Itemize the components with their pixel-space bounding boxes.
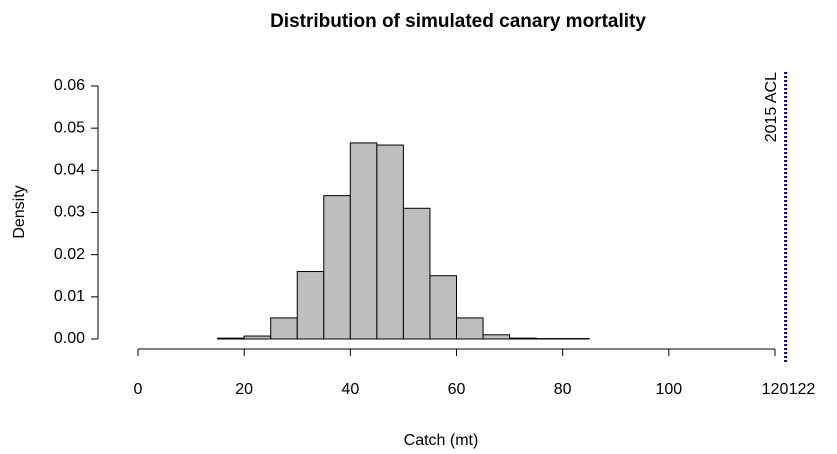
reference-label: 2015 ACL xyxy=(763,72,780,142)
y-tick-label: 0.00 xyxy=(54,330,85,347)
y-tick-label: 0.02 xyxy=(54,246,85,263)
x-tick-label: 120 xyxy=(762,381,789,398)
y-tick-label: 0.04 xyxy=(54,162,85,179)
bar xyxy=(217,337,245,340)
y-tick-label: 0.01 xyxy=(54,288,85,305)
x-axis-label: Catch (mt) xyxy=(404,432,479,449)
bar xyxy=(243,335,272,340)
x-tick-label: 100 xyxy=(655,381,682,398)
bar xyxy=(296,271,325,340)
y-tick-label: 0.03 xyxy=(54,204,85,221)
bar xyxy=(429,275,458,340)
chart-title: Distribution of simulated canary mortali… xyxy=(270,11,646,32)
reference-value-label: 122 xyxy=(789,381,816,398)
bar xyxy=(402,207,431,340)
y-axis-label: Density xyxy=(11,185,28,238)
bar xyxy=(349,142,378,340)
x-tick-label: 20 xyxy=(235,381,253,398)
x-tick-label: 40 xyxy=(341,381,359,398)
bar xyxy=(270,317,298,340)
bar xyxy=(482,334,511,340)
bar xyxy=(323,195,351,340)
x-tick-label: 60 xyxy=(448,381,466,398)
bar xyxy=(376,144,404,340)
x-tick-label: 0 xyxy=(134,381,143,398)
y-tick-label: 0.05 xyxy=(54,119,85,136)
y-tick-label: 0.06 xyxy=(54,77,85,94)
bar xyxy=(456,317,484,340)
bar xyxy=(509,337,537,340)
x-tick-label: 80 xyxy=(554,381,572,398)
